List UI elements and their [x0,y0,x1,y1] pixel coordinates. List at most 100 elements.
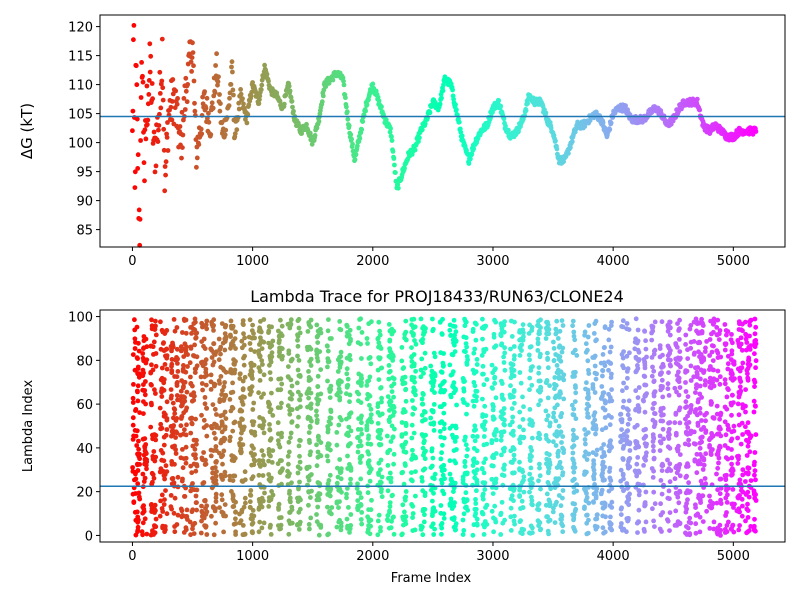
dg-point [162,164,168,169]
dg-point [215,82,220,88]
lambda-point [553,443,559,448]
lambda-point [187,360,193,366]
lambda-point [659,377,665,383]
dg-point [341,82,347,88]
lambda-point [181,354,187,359]
lambda-point [188,344,194,350]
lambda-point [704,410,709,416]
lambda-point [132,336,138,342]
dg-point [287,88,293,94]
lambda-point [359,431,365,437]
lambda-point [441,426,447,432]
lambda-point [489,385,495,390]
lambda-point [491,455,497,461]
lambda-point [314,322,320,328]
lambda-point [259,394,264,400]
lambda-point [448,372,454,378]
lambda-point [222,473,228,479]
lambda-point [188,488,194,494]
lambda-point [305,389,311,394]
lambda-point [257,415,262,420]
lambda-point [344,333,350,339]
lambda-point [233,529,239,535]
lambda-point [702,382,708,388]
lambda-point [480,336,485,342]
dg-point [159,36,165,42]
lambda-point [699,316,704,322]
lambda-point [660,405,666,411]
lambda-point [318,326,323,332]
lambda-point [537,328,542,334]
lambda-point [336,505,341,510]
lambda-point [221,529,227,535]
lambda-point [158,421,164,427]
lambda-point [279,458,284,463]
lambda-point [447,471,453,477]
lambda-point [421,434,426,439]
lambda-point [471,403,477,409]
lambda-point [530,435,535,441]
lambda-point [160,524,166,529]
lambda-point [460,517,466,523]
lambda-point [618,512,624,517]
lambda-point [216,378,222,384]
lambda-point [544,327,550,333]
lambda-point [386,525,392,531]
lambda-point [482,524,487,530]
lambda-point [619,352,625,357]
lambda-point [256,458,262,463]
dg-point [161,147,167,153]
lambda-point [379,494,385,500]
lambda-point [153,351,159,356]
dg-point [427,110,433,116]
dg-point [240,96,245,101]
lambda-point [171,317,177,322]
lambda-point [403,494,409,500]
lambda-point [269,460,275,465]
lambda-point [230,338,236,344]
lambda-point [480,511,486,517]
lambda-point [188,381,194,386]
lambda-point [178,423,184,429]
dg-point [160,97,166,103]
lambda-point [571,513,577,519]
lambda-point [144,466,149,472]
lambda-point [390,434,396,440]
lambda-point [693,530,699,536]
lambda-point [666,488,672,494]
lambda-point [725,353,731,359]
lambda-point [270,413,276,418]
lambda-point [529,501,535,507]
dg-x-ticks: 0 1000 2000 3000 4000 5000 [128,247,750,269]
lambda-point [618,467,624,473]
lambda-point [344,495,349,501]
lambda-point [270,338,276,344]
lambda-point [384,433,390,439]
lambda-point [620,404,626,410]
lambda-point [183,330,189,336]
dg-point [330,77,336,83]
lambda-point [199,509,205,514]
lambda-point [652,389,658,394]
lambda-point [250,376,255,381]
dg-point [379,104,384,110]
lambda-point [315,449,321,455]
lambda-point [687,515,693,521]
dg-point [189,69,195,74]
lambda-point [481,326,487,331]
lambda-point [724,500,730,505]
lambda-point [737,523,742,528]
lambda-point [223,392,229,398]
lambda-point [348,512,354,517]
lambda-point [707,353,712,358]
lambda-point [711,343,716,349]
lambda-point [556,367,561,373]
dg-y-tick-label: 90 [76,195,93,210]
lambda-point [222,409,228,415]
lambda-point [358,460,363,465]
lambda-point [410,447,415,453]
lambda-point [347,411,352,417]
lambda-point [642,360,648,366]
dg-point [320,93,326,99]
lambda-point [222,347,228,353]
